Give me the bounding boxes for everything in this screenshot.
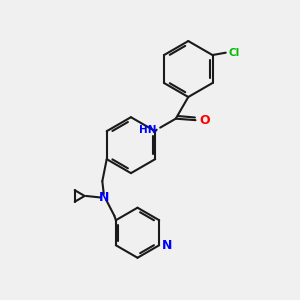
Text: O: O — [199, 114, 210, 127]
Text: HN: HN — [139, 125, 156, 135]
Text: N: N — [99, 191, 109, 204]
Text: Cl: Cl — [229, 48, 240, 58]
Text: N: N — [162, 239, 172, 252]
